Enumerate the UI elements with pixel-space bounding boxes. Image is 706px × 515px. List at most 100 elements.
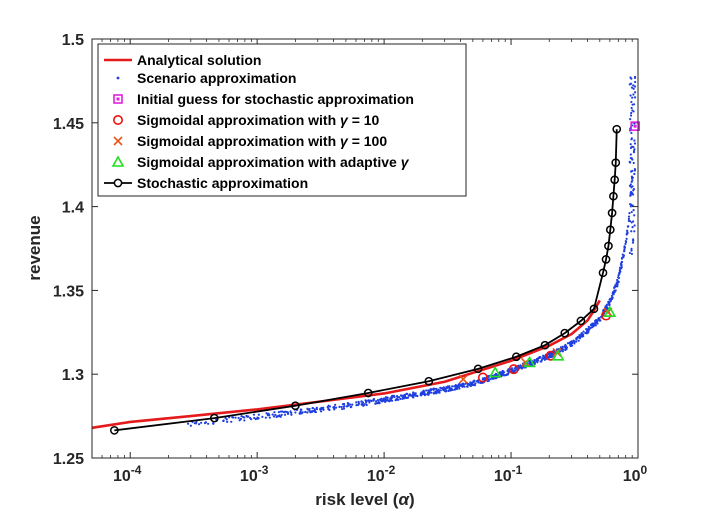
scenario-point xyxy=(430,391,433,394)
scenario-point xyxy=(328,405,332,408)
scenario-point xyxy=(322,408,325,411)
scenario-point xyxy=(632,103,636,106)
stochastic-marker xyxy=(607,208,617,218)
stochastic-marker xyxy=(110,425,119,435)
scenario-point xyxy=(290,413,293,416)
scenario-point xyxy=(464,382,467,385)
scenario-point xyxy=(257,413,260,416)
adaptive-marker xyxy=(551,349,565,361)
scenario-point xyxy=(365,399,368,403)
scenario-point xyxy=(625,229,629,232)
scenario-point xyxy=(435,387,438,390)
x-axis-label: risk level (α) xyxy=(315,490,414,509)
scenario-point xyxy=(238,419,241,422)
scenario-point xyxy=(625,237,628,240)
scenario-point xyxy=(501,369,504,373)
scenario-point xyxy=(582,333,585,336)
scenario-point xyxy=(390,399,394,402)
scenario-point xyxy=(578,337,582,340)
scenario-point xyxy=(587,325,590,328)
scenario-point xyxy=(630,111,633,115)
scenario-point xyxy=(633,91,637,94)
adaptive-marker xyxy=(523,355,536,368)
sig10-marker xyxy=(477,372,488,383)
scenario-point xyxy=(334,403,337,406)
scenario-point xyxy=(338,405,341,408)
scenario-point xyxy=(529,363,532,367)
scenario-point xyxy=(200,421,203,424)
scenario-point xyxy=(385,396,388,399)
scenario-point xyxy=(469,381,472,384)
scenario-point xyxy=(632,149,636,153)
scenario-point xyxy=(254,418,257,421)
scenario-point xyxy=(616,280,619,283)
scenario-point xyxy=(253,416,256,420)
scenario-point xyxy=(633,214,636,217)
scenario-point xyxy=(572,340,575,343)
scenario-point xyxy=(587,330,590,333)
scenario-point xyxy=(609,299,613,302)
legend-entry-analytical: Analytical solution xyxy=(137,52,261,68)
scenario-point xyxy=(632,208,635,212)
scenario-point xyxy=(247,415,250,418)
scenario-point xyxy=(342,405,345,408)
stochastic-marker xyxy=(611,158,621,168)
scenario-point xyxy=(274,413,277,416)
scenario-point xyxy=(594,324,597,327)
scenario-point xyxy=(249,416,252,420)
scenario-point xyxy=(222,419,225,423)
scenario-point xyxy=(631,204,634,207)
scenario-point xyxy=(279,410,282,413)
y-tick-label: 1.5 xyxy=(62,32,84,49)
scenario-point xyxy=(240,414,243,418)
scenario-point xyxy=(630,221,633,224)
scenario-point xyxy=(494,377,498,380)
scenario-point xyxy=(299,410,302,413)
scenario-point xyxy=(432,388,435,391)
scenario-point xyxy=(372,398,375,401)
scenario-point xyxy=(494,372,498,375)
scenario-point xyxy=(503,374,506,377)
stochastic-marker xyxy=(291,401,300,411)
scenario-point xyxy=(362,403,366,407)
scenario-point xyxy=(540,360,543,363)
scenario-point xyxy=(277,410,280,414)
scenario-point xyxy=(591,322,594,326)
scenario-point xyxy=(575,337,578,340)
scenario-point xyxy=(427,389,430,392)
stochastic-marker xyxy=(560,328,570,338)
y-tick-label: 1.4 xyxy=(62,200,84,217)
scenario-point xyxy=(268,416,271,419)
scenario-point xyxy=(342,407,346,410)
scenario-point xyxy=(273,411,276,414)
scenario-point xyxy=(360,400,363,403)
scenario-point xyxy=(472,383,475,387)
scenario-point xyxy=(341,407,344,411)
scenario-point xyxy=(549,355,552,359)
scenario-point xyxy=(633,85,637,88)
scenario-point xyxy=(264,416,267,419)
scenario-point xyxy=(313,410,317,413)
scenario-point xyxy=(629,205,632,208)
stochastic-marker xyxy=(605,225,615,235)
scenario-point xyxy=(623,249,626,253)
scenario-point xyxy=(399,397,402,401)
scenario-point xyxy=(631,193,635,196)
scenario-point xyxy=(312,410,315,413)
scenario-point xyxy=(441,388,445,391)
initial-guess-marker xyxy=(630,121,640,131)
scenario-point xyxy=(631,158,634,161)
scenario-point xyxy=(598,318,601,321)
scenario-point xyxy=(627,215,631,218)
scenario-point xyxy=(633,230,636,233)
scenario-point xyxy=(470,384,473,387)
scenario-point xyxy=(360,403,363,406)
scenario-point xyxy=(261,415,264,418)
scenario-point xyxy=(280,413,283,416)
scenario-point xyxy=(538,356,541,359)
scenario-point xyxy=(306,411,309,414)
scenario-point xyxy=(555,348,559,351)
scenario-point xyxy=(465,385,469,388)
legend-markers xyxy=(104,58,132,188)
scenario-point xyxy=(467,382,470,386)
